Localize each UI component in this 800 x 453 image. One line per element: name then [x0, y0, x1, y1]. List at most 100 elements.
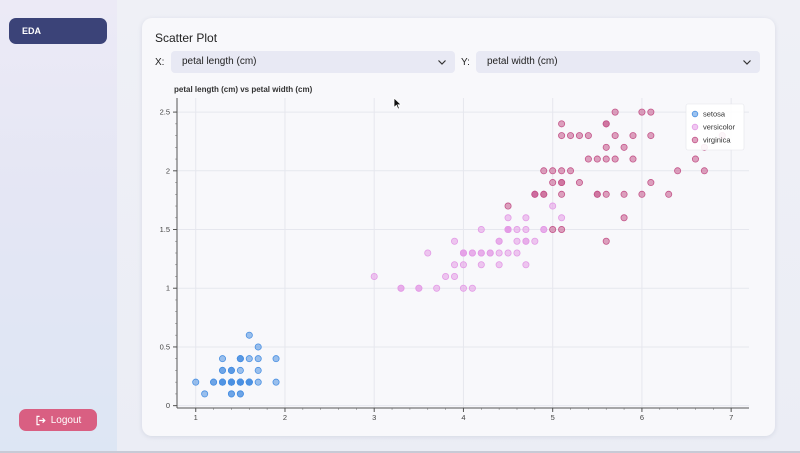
- data-point-virginica: [674, 167, 682, 175]
- data-point-virginica: [504, 202, 512, 210]
- data-point-setosa: [236, 378, 244, 386]
- data-point-setosa: [219, 355, 227, 363]
- data-point-versicolor: [486, 249, 494, 257]
- data-point-versicolor: [451, 261, 459, 269]
- data-point-versicolor: [522, 214, 530, 222]
- data-point-virginica: [558, 226, 566, 234]
- data-point-virginica: [584, 132, 592, 140]
- y-axis-select[interactable]: petal width (cm): [476, 51, 760, 73]
- data-point-versicolor: [477, 249, 485, 257]
- data-point-versicolor: [504, 214, 512, 222]
- data-point-setosa: [236, 390, 244, 398]
- sidebar-item-eda[interactable]: EDA: [9, 18, 107, 44]
- data-point-versicolor: [522, 226, 530, 234]
- data-point-virginica: [531, 190, 539, 198]
- legend-label-virginica: virginica: [703, 136, 731, 145]
- legend-label-setosa: setosa: [703, 110, 726, 119]
- x-axis-select-label: X:: [155, 57, 165, 68]
- data-point-versicolor: [468, 249, 476, 257]
- mouse-cursor-icon: [393, 97, 402, 110]
- data-point-versicolor: [451, 272, 459, 280]
- y-tick-label: 2: [166, 166, 170, 175]
- data-point-versicolor: [468, 284, 476, 292]
- x-tick-label: 3: [372, 413, 376, 422]
- data-point-virginica: [691, 155, 699, 163]
- bottom-divider: [0, 451, 800, 453]
- data-point-versicolor: [370, 272, 378, 280]
- data-point-versicolor: [459, 284, 467, 292]
- y-tick-label: 2.5: [160, 108, 170, 117]
- data-point-virginica: [602, 155, 610, 163]
- data-point-setosa: [236, 366, 244, 374]
- x-tick-label: 7: [729, 413, 733, 422]
- data-point-versicolor: [442, 272, 450, 280]
- data-point-virginica: [584, 155, 592, 163]
- data-point-versicolor: [495, 237, 503, 245]
- x-axis-select[interactable]: petal length (cm): [171, 51, 455, 73]
- data-point-virginica: [602, 190, 610, 198]
- x-tick-label: 4: [461, 413, 465, 422]
- data-point-versicolor: [433, 284, 441, 292]
- data-point-versicolor: [477, 261, 485, 269]
- data-point-virginica: [647, 108, 655, 116]
- data-point-versicolor: [513, 237, 521, 245]
- data-point-versicolor: [549, 202, 557, 210]
- data-point-versicolor: [459, 261, 467, 269]
- data-point-virginica: [647, 179, 655, 187]
- legend-marker-virginica: [691, 136, 699, 144]
- scatter-chart: 1 2 3 4 5 6 7 0 0.5 1 1.5 2 2.5 petal length (cm) vs …: [160, 85, 749, 422]
- data-point-setosa: [227, 390, 235, 398]
- data-point-virginica: [575, 132, 583, 140]
- data-point-setosa: [219, 378, 227, 386]
- data-point-virginica: [558, 190, 566, 198]
- data-point-virginica: [549, 167, 557, 175]
- data-point-virginica: [558, 120, 566, 128]
- data-point-virginica: [665, 190, 673, 198]
- data-point-versicolor: [459, 249, 467, 257]
- data-point-virginica: [602, 237, 610, 245]
- data-point-virginica: [540, 190, 548, 198]
- data-point-setosa: [254, 366, 262, 374]
- data-point-virginica: [567, 167, 575, 175]
- data-point-virginica: [558, 167, 566, 175]
- data-point-setosa: [201, 390, 209, 398]
- data-point-virginica: [549, 179, 557, 187]
- y-axis-select-value: petal width (cm): [487, 56, 558, 67]
- data-point-setosa: [254, 355, 262, 363]
- data-point-versicolor: [558, 214, 566, 222]
- x-tick-label: 2: [283, 413, 287, 422]
- sidebar: EDA Logout: [0, 0, 117, 453]
- y-tick-label: 0: [166, 401, 170, 410]
- logout-icon: [36, 415, 46, 425]
- data-point-virginica: [647, 132, 655, 140]
- logout-button[interactable]: Logout: [19, 409, 97, 431]
- x-tick-label: 1: [194, 413, 198, 422]
- data-point-virginica: [549, 226, 557, 234]
- data-point-versicolor: [415, 284, 423, 292]
- data-point-versicolor: [477, 226, 485, 234]
- data-point-virginica: [620, 214, 628, 222]
- y-tick-label: 1.5: [160, 225, 170, 234]
- data-point-versicolor: [495, 249, 503, 257]
- data-point-setosa: [219, 366, 227, 374]
- data-point-setosa: [254, 343, 262, 351]
- legend-marker-versicolor: [691, 123, 699, 131]
- data-point-versicolor: [513, 226, 521, 234]
- data-point-virginica: [638, 190, 646, 198]
- data-point-setosa: [272, 378, 280, 386]
- legend-label-versicolor: versicolor: [703, 123, 736, 132]
- legend-box: [685, 103, 745, 151]
- data-point-versicolor: [397, 284, 405, 292]
- logout-label: Logout: [50, 414, 82, 426]
- data-point-versicolor: [540, 226, 548, 234]
- data-point-versicolor: [451, 237, 459, 245]
- data-point-versicolor: [513, 249, 521, 257]
- data-point-setosa: [272, 355, 280, 363]
- data-point-virginica: [558, 179, 566, 187]
- data-point-virginica: [629, 155, 637, 163]
- data-point-setosa: [254, 378, 262, 386]
- chart-title: petal length (cm) vs petal width (cm): [174, 85, 313, 94]
- data-point-setosa: [245, 331, 253, 339]
- data-point-versicolor: [531, 237, 539, 245]
- data-point-versicolor: [495, 261, 503, 269]
